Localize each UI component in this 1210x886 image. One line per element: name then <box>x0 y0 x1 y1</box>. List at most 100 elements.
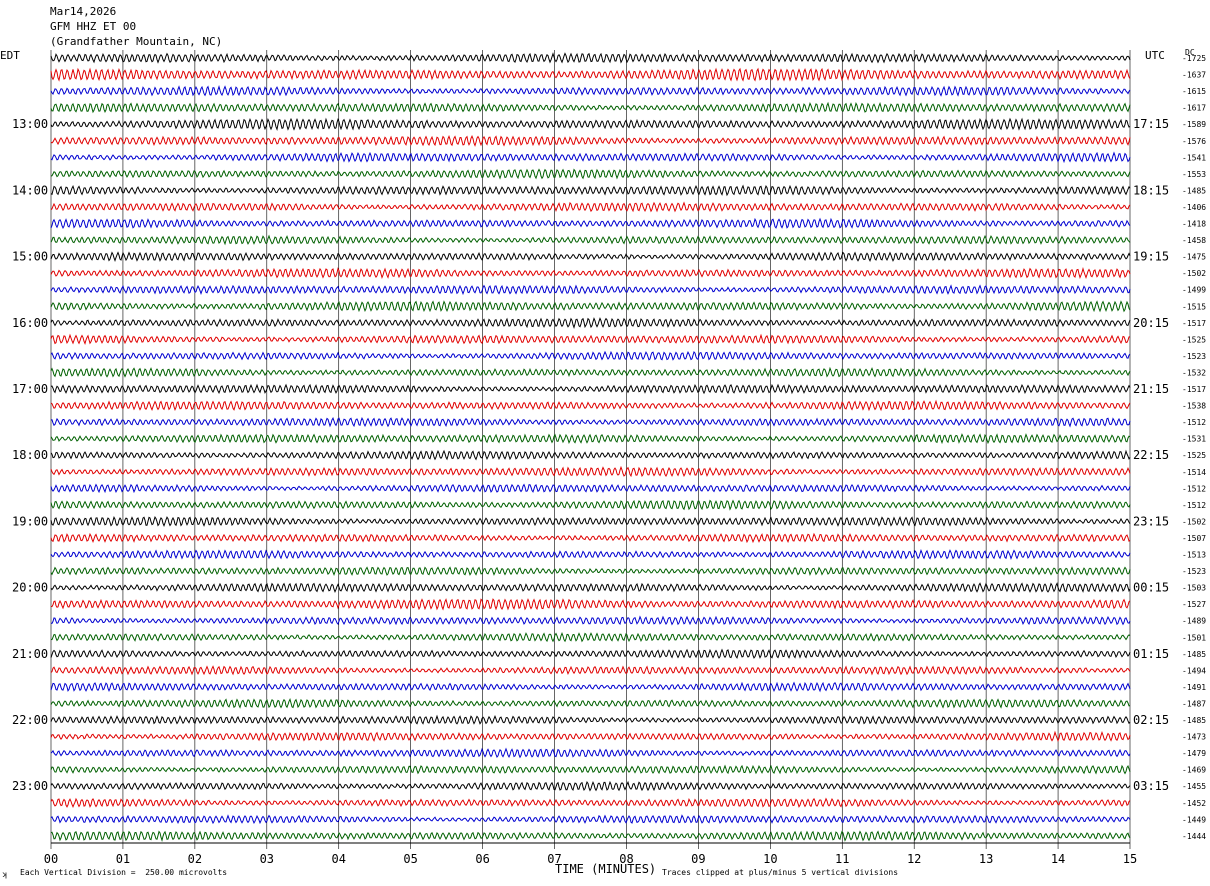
x-tick-label: 01 <box>115 852 131 866</box>
x-tick-label: 04 <box>331 852 346 866</box>
minute-grid <box>50 50 1131 849</box>
dc-offset-value: -1487 <box>1182 699 1206 708</box>
dc-offset-value: -1538 <box>1182 402 1206 411</box>
dc-offset-value: -1617 <box>1182 104 1206 113</box>
dc-offset-value: -1485 <box>1182 650 1206 659</box>
edt-hour-label: 19:00 <box>12 514 48 528</box>
dc-offset-value: -1494 <box>1182 666 1206 675</box>
dc-offset-value: -1523 <box>1182 567 1206 576</box>
dc-offset-value: -1541 <box>1182 153 1206 162</box>
x-tick-label: 07 <box>547 852 562 866</box>
utc-hour-label: 19:15 <box>1133 250 1169 264</box>
dc-offset-value: -1514 <box>1182 468 1206 477</box>
trace-line <box>50 797 1131 808</box>
trace-line <box>50 67 1131 82</box>
trace-line <box>50 648 1131 659</box>
edt-hour-label: 15:00 <box>12 250 48 264</box>
dc-offset-value: -1449 <box>1182 815 1206 824</box>
trace-line <box>50 101 1131 114</box>
trace-line <box>50 284 1131 296</box>
trace-layer <box>50 52 1131 842</box>
corner-mark: ʞ <box>2 870 7 879</box>
x-tick-label: 10 <box>763 852 778 866</box>
trace-line <box>50 300 1131 313</box>
x-tick-label: 08 <box>619 852 634 866</box>
dc-offset-value: -1527 <box>1182 600 1206 609</box>
x-tick-label: 14 <box>1050 852 1066 866</box>
edt-hour-label: 22:00 <box>12 713 48 727</box>
trace-line <box>50 201 1131 213</box>
dc-offset-value: -1523 <box>1182 352 1206 361</box>
trace-line <box>50 598 1131 611</box>
dc-offset-value: -1491 <box>1182 683 1206 692</box>
dc-offset-value: -1513 <box>1182 551 1206 560</box>
edt-hour-label: 14:00 <box>12 183 48 197</box>
edt-hour-label: 23:00 <box>12 779 48 793</box>
utc-hour-label: 23:15 <box>1133 514 1169 528</box>
chart-date: Mar14,2026 <box>50 5 117 18</box>
utc-hour-label: 20:15 <box>1133 316 1169 330</box>
dc-offset-value: -1489 <box>1182 617 1206 626</box>
trace-line <box>50 532 1131 544</box>
dc-offset-value: -1507 <box>1182 534 1206 543</box>
trace-line <box>50 549 1131 561</box>
scale-note: Each Vertical Division = 250.00 microvol… <box>20 868 228 877</box>
trace-line <box>50 730 1131 743</box>
trace-line <box>50 433 1131 445</box>
x-tick-label: 02 <box>187 852 203 866</box>
dc-offset-value: -1517 <box>1182 385 1206 394</box>
dc-offset-value: -1503 <box>1182 584 1206 593</box>
dc-offset-label: DC <box>1185 48 1195 57</box>
trace-line <box>50 117 1131 131</box>
dc-offset-value: -1458 <box>1182 236 1206 245</box>
x-tick-label: 12 <box>906 852 922 866</box>
trace-line <box>50 582 1131 594</box>
dc-offset-value: -1532 <box>1182 368 1206 377</box>
dc-offset-value: -1406 <box>1182 203 1206 212</box>
dc-offset-value: -1502 <box>1182 269 1206 278</box>
trace-line <box>50 681 1131 693</box>
trace-line <box>50 698 1131 709</box>
trace-line <box>50 632 1131 643</box>
dc-offset-value: -1502 <box>1182 517 1206 526</box>
dc-offset-value: -1444 <box>1182 832 1206 841</box>
trace-line <box>50 333 1131 345</box>
edt-hour-label: 13:00 <box>12 117 48 131</box>
x-tick-label: 06 <box>475 852 490 866</box>
trace-line <box>50 383 1131 395</box>
dc-offset-value: -1576 <box>1182 137 1206 146</box>
x-tick-label: 11 <box>835 852 850 866</box>
edt-hour-label: 17:00 <box>12 382 48 396</box>
trace-line <box>50 217 1131 230</box>
trace-line <box>50 317 1131 330</box>
trace-line <box>50 665 1131 676</box>
dc-offset-value: -1499 <box>1182 286 1206 295</box>
utc-hour-label: 03:15 <box>1133 779 1169 793</box>
trace-line <box>50 52 1131 64</box>
utc-hour-label: 01:15 <box>1133 647 1169 661</box>
dc-offset-value: -1469 <box>1182 766 1206 775</box>
trace-line <box>50 151 1131 164</box>
dc-offset-value: -1512 <box>1182 484 1206 493</box>
trace-line <box>50 417 1131 428</box>
trace-line <box>50 515 1131 528</box>
trace-line <box>50 366 1131 378</box>
dc-offset-value: -1725 <box>1182 54 1206 63</box>
x-tick-label: 13 <box>978 852 994 866</box>
right-timezone-label: UTC <box>1145 49 1165 62</box>
utc-hour-label: 00:15 <box>1133 581 1169 595</box>
x-tick-label: 09 <box>691 852 706 866</box>
utc-hour-label: 22:15 <box>1133 448 1169 462</box>
trace-line <box>50 350 1131 361</box>
dc-offset-value: -1515 <box>1182 302 1206 311</box>
utc-hour-label: 18:15 <box>1133 183 1169 197</box>
x-tick-label: 00 <box>43 852 59 866</box>
dc-offset-value: -1517 <box>1182 319 1206 328</box>
edt-hour-label: 20:00 <box>12 581 48 595</box>
dc-offset-value: -1589 <box>1182 120 1206 129</box>
trace-line <box>50 184 1131 197</box>
utc-hour-label: 17:15 <box>1133 117 1169 131</box>
dc-offset-value: -1479 <box>1182 749 1206 758</box>
edt-hour-label: 21:00 <box>12 647 48 661</box>
x-tick-label: 05 <box>403 852 418 866</box>
